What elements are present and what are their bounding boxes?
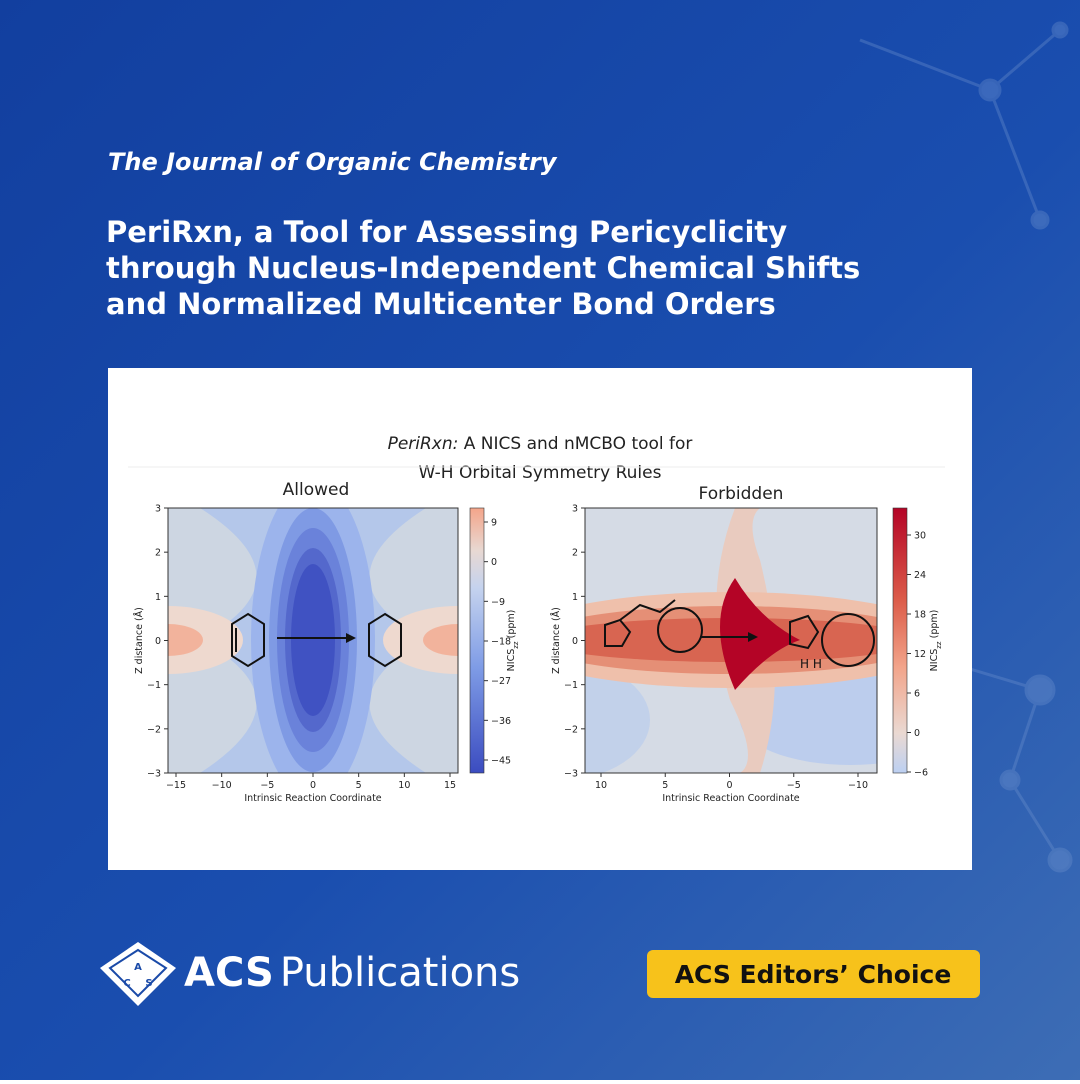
figure-title: W-H Orbital Symmetry Rules [419,463,662,483]
colorbar-tick-label: −9 [491,597,505,608]
colorbar [892,507,908,774]
badge-text: ACS Editors’ Choice [675,960,952,989]
badge [647,950,980,998]
x-tick-label: −5 [260,780,274,791]
y-tick-label: −3 [564,769,578,780]
x-tick-label: −10 [212,780,232,791]
x-tick-label: −5 [787,780,801,791]
x-tick-label: 15 [444,780,456,791]
colorbar-tick-label: −6 [914,768,928,779]
panel-title: Allowed [283,480,350,500]
colorbar-tick-label: −45 [491,756,511,767]
title-line: PeriRxn, a Tool for Assessing Pericyclic… [106,215,787,249]
y-tick-label: −2 [147,724,161,735]
contour-forbidden: H H [585,508,877,773]
molecule-label: H H [800,657,822,671]
colorbar-tick-label: 24 [914,570,926,581]
colorbar-label-part: zz [935,641,943,649]
acs-logo: A C S [100,942,176,1006]
y-axis-label: Z distance (Å) [550,607,562,674]
y-axis-label: Z distance (Å) [133,607,145,674]
x-tick-label: 5 [356,780,362,791]
colorbar [469,507,485,774]
colorbar-label-part: NICS [929,649,940,672]
colorbar-label: NICSzz (ppm) [506,610,520,672]
colorbar-tick-label: 12 [914,649,926,660]
x-tick-label: 0 [310,780,316,791]
x-tick-label: 5 [662,780,668,791]
y-tick-label: 0 [572,636,578,647]
colorbar-label-part: NICS [506,649,517,672]
colorbar-label-part: (ppm) [506,610,517,642]
y-tick-label: 2 [155,548,161,559]
brand-name: ACS Publications [184,950,520,996]
figure-title-rest: A NICS and nMCBO tool for [458,434,692,454]
colorbar-label: NICSzz (ppm) [929,610,943,672]
colorbar-tick-label: 9 [491,518,497,529]
colorbar-tick-label: −27 [491,676,511,687]
colorbar-tick-label: −36 [491,716,511,727]
x-tick-label: 0 [726,780,732,791]
y-tick-label: 3 [155,504,161,515]
x-tick-label: −15 [166,780,186,791]
y-tick-label: 0 [155,636,161,647]
contour-allowed [168,508,458,773]
figure-title-italic: PeriRxn: [388,434,459,454]
brand-rest: Publications [280,950,520,996]
colorbar-tick-label: 0 [491,557,497,568]
logo-letter: C [123,978,130,989]
panel-title: Forbidden [699,484,784,504]
figure-title: PeriRxn: A NICS and nMCBO tool for [388,434,693,454]
x-axis-label: Intrinsic Reaction Coordinate [244,793,381,804]
colorbar-tick-label: 18 [914,610,926,621]
y-tick-label: −3 [147,769,161,780]
x-tick-label: 10 [595,780,607,791]
y-tick-label: 1 [572,592,578,603]
y-tick-label: −1 [564,680,578,691]
x-tick-label: −10 [848,780,868,791]
y-tick-label: 2 [572,548,578,559]
colorbar-tick-label: −18 [491,637,511,648]
colorbar-tick-label: 6 [914,689,920,700]
y-tick-label: −2 [564,724,578,735]
colorbar-tick-label: 30 [914,531,926,542]
logo-letter: A [134,962,142,973]
journal-name: The Journal of Organic Chemistry [108,148,558,176]
colorbar-label-part: (ppm) [929,610,940,642]
y-tick-label: 1 [155,592,161,603]
x-tick-label: 10 [398,780,410,791]
y-tick-label: 3 [572,504,578,515]
colorbar-tick-label: 0 [914,728,920,739]
title-line: through Nucleus-Independent Chemical Shi… [106,251,860,285]
decor-network [859,21,1073,873]
brand-bold: ACS [184,950,274,996]
y-tick-label: −1 [147,680,161,691]
x-axis-label: Intrinsic Reaction Coordinate [662,793,799,804]
article-title: PeriRxn, a Tool for Assessing Pericyclic… [106,215,860,321]
title-line: and Normalized Multicenter Bond Orders [106,287,776,321]
colorbar-label-part: zz [512,641,520,649]
logo-letter: S [145,978,152,989]
